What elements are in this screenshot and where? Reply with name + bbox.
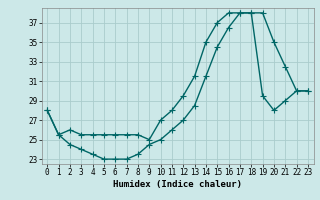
X-axis label: Humidex (Indice chaleur): Humidex (Indice chaleur): [113, 180, 242, 189]
